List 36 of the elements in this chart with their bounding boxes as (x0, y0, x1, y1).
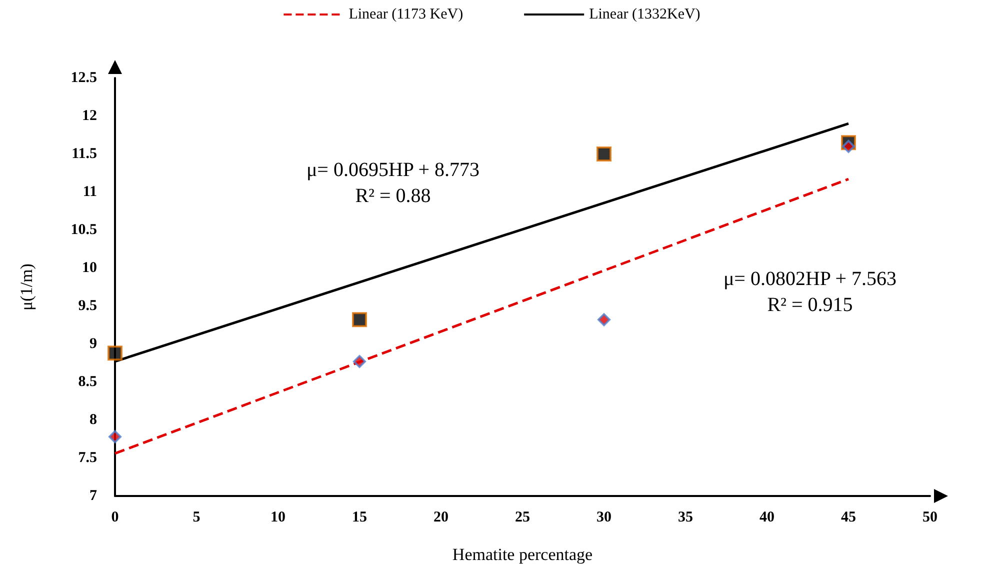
point (108, 430, 122, 444)
x-tick-label: 5 (192, 510, 200, 526)
point (353, 354, 366, 368)
x-tick-label: 15 (352, 510, 367, 526)
y-tick-label: 11.5 (72, 146, 97, 162)
y-tick-label: 7.5 (78, 450, 97, 466)
x-tick-label: 20 (434, 510, 448, 526)
y-tick-label: 12.5 (70, 70, 97, 86)
x-tick-label: 10 (270, 510, 286, 526)
point (598, 313, 610, 326)
annotation: μ= 0.0695HP + 8.773 R² = 0.88 (306, 159, 480, 207)
y-tick-label: 8 (90, 412, 97, 428)
legend-label: Linear (1173 KeV) (348, 6, 464, 22)
x-tick-label: 40 (760, 510, 774, 526)
y-tick-label: 11 (82, 184, 97, 200)
y-tick-label: 7 (90, 488, 98, 504)
y-tick-label: 8.5 (78, 374, 97, 390)
x-tick-label: 0 (111, 510, 119, 526)
y-tick-label: 10 (82, 260, 97, 276)
x-tick-label: 25 (515, 510, 530, 526)
x-axis-title: Hematite percentage (452, 545, 593, 564)
x-tick-label: 30 (596, 510, 612, 526)
y-tick-label: 9 (90, 336, 97, 352)
x-tick-label: 35 (678, 510, 693, 526)
point (352, 312, 367, 328)
point (108, 346, 122, 361)
annotation: μ= 0.0802HP + 7.563 R² = 0.915 (723, 268, 897, 316)
y-tick-label: 12 (82, 108, 97, 124)
y-tick-label: 10.5 (70, 222, 97, 238)
point (596, 146, 612, 162)
x-tick-label: 45 (841, 510, 856, 526)
x-tick-label: 50 (922, 510, 938, 526)
y-tick-label: 9.5 (78, 298, 97, 314)
legend-label: Linear (1332KeV) (589, 6, 700, 22)
point (842, 140, 855, 153)
y-axis-title: μ(1/m) (17, 264, 36, 310)
